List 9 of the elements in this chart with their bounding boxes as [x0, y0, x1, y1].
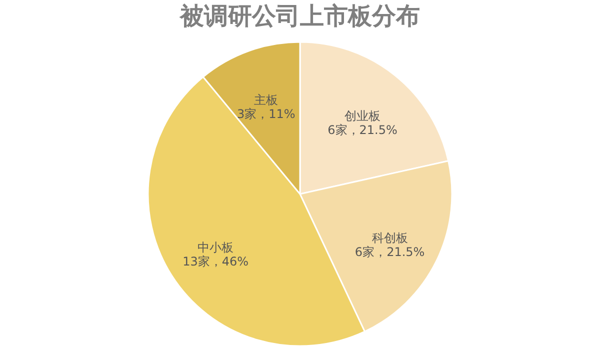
data-label: 6家，21.5% — [328, 122, 398, 137]
chart-title: 被调研公司上市板分布 — [179, 2, 420, 30]
data-label: 3家，11% — [236, 106, 296, 121]
slice-label: 主板 — [254, 92, 278, 107]
data-label: 13家，46% — [182, 254, 249, 269]
slice-label: 中小板 — [198, 240, 234, 255]
slice-label: 科创板 — [372, 230, 408, 245]
data-label: 6家，21.5% — [354, 244, 425, 259]
slice-label: 创业板 — [344, 108, 381, 123]
